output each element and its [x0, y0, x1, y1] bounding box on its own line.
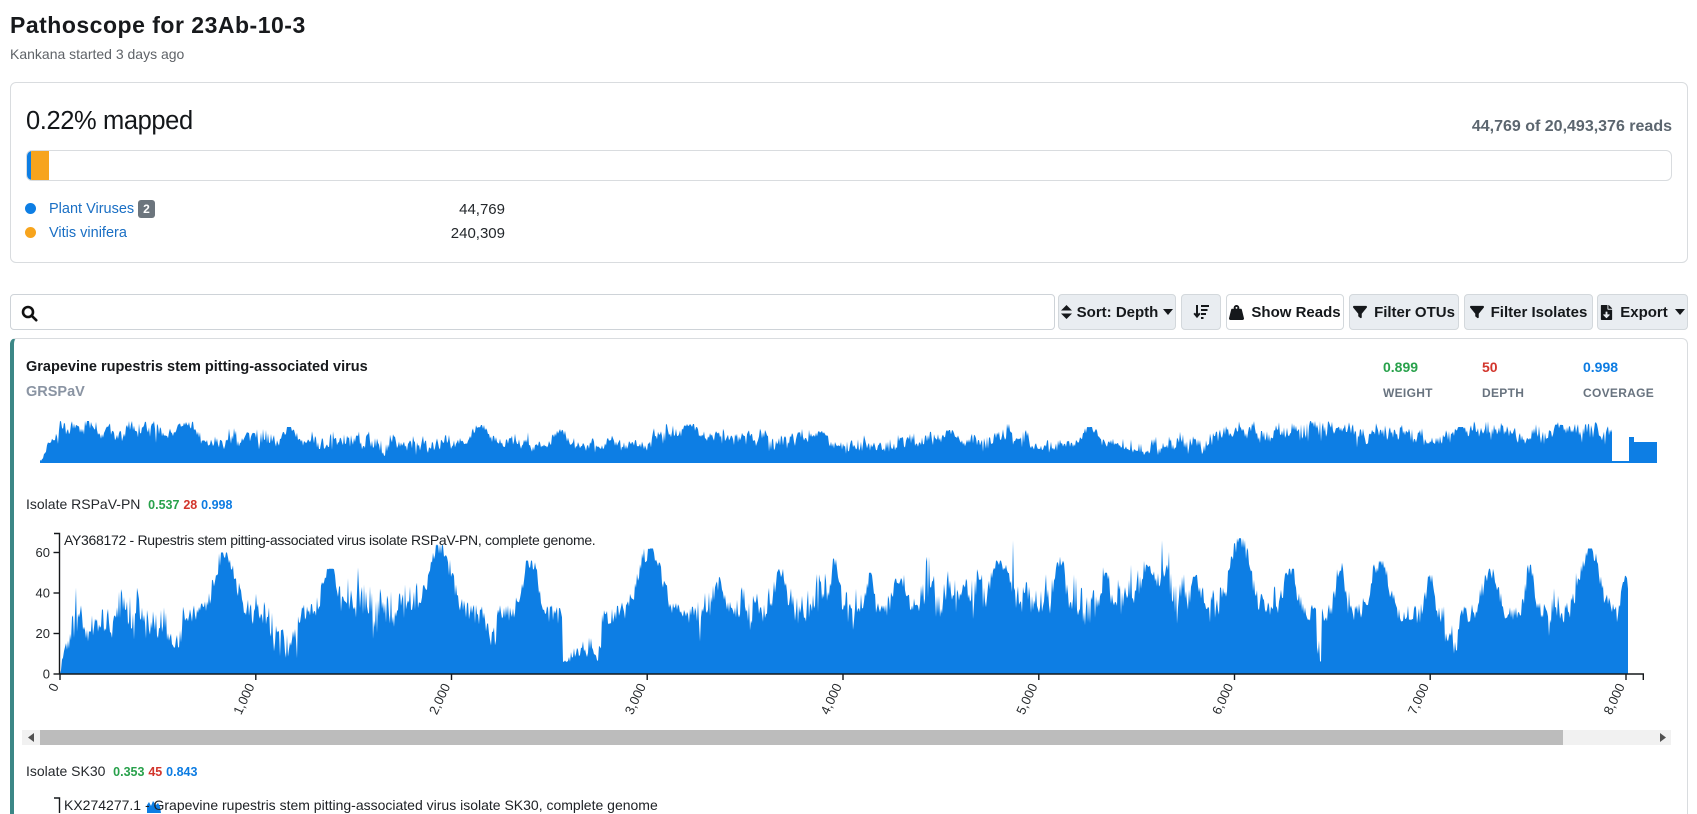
- svg-text:20: 20: [36, 626, 50, 641]
- svg-text:0: 0: [45, 681, 62, 694]
- svg-text:3,000: 3,000: [622, 681, 649, 717]
- svg-text:6,000: 6,000: [1209, 681, 1236, 717]
- svg-text:2,000: 2,000: [426, 681, 453, 717]
- svg-text:7,000: 7,000: [1405, 681, 1432, 717]
- svg-text:1,000: 1,000: [230, 681, 257, 717]
- svg-text:0: 0: [43, 667, 50, 682]
- svg-text:4,000: 4,000: [817, 681, 844, 717]
- svg-text:60: 60: [36, 545, 50, 560]
- svg-text:40: 40: [36, 586, 50, 601]
- svg-text:5,000: 5,000: [1013, 681, 1040, 717]
- svg-text:8,000: 8,000: [1600, 681, 1627, 717]
